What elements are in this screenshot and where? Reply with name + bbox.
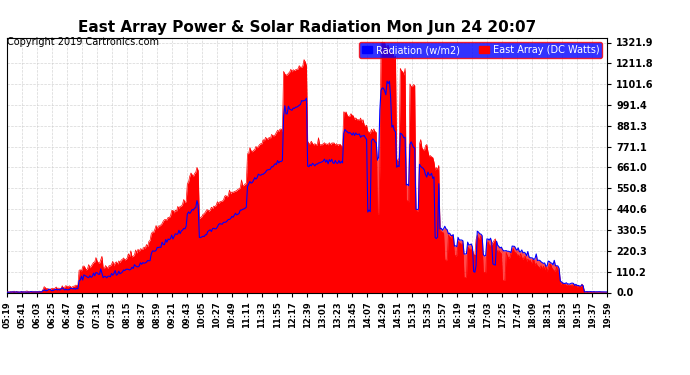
Title: East Array Power & Solar Radiation Mon Jun 24 20:07: East Array Power & Solar Radiation Mon J… [78,20,536,35]
Legend: Radiation (w/m2), East Array (DC Watts): Radiation (w/m2), East Array (DC Watts) [359,42,602,58]
Text: Copyright 2019 Cartronics.com: Copyright 2019 Cartronics.com [7,37,159,47]
